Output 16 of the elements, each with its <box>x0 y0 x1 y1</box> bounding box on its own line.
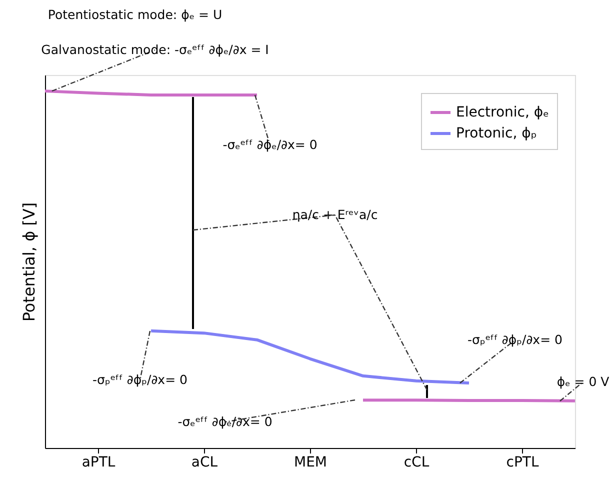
legend-label: Protonic, ϕₚ <box>456 126 537 142</box>
annotation: ηa/c + Eʳᵉᵛa/c <box>292 207 378 222</box>
annotation: -σₑᵉᶠᶠ ∂ϕₑ/∂x= 0 <box>222 137 318 152</box>
y-axis-title: Potential, ϕ [V] <box>20 202 38 322</box>
annotation: -σₚᵉᶠᶠ ∂ϕₚ/∂x= 0 <box>468 332 562 347</box>
text: Galvanostatic mode: -σₑᵉᶠᶠ ∂ϕₑ/∂x = I <box>41 42 269 57</box>
legend-label: Electronic, ϕₑ <box>456 104 549 120</box>
x-tick-label: cPTL <box>506 454 539 470</box>
x-tick-label: cCL <box>404 454 430 470</box>
annotation: ϕₑ = 0 V <box>556 374 610 389</box>
annotation: -σₑᵉᶠᶠ ∂ϕₑ/∂x= 0 <box>178 414 272 429</box>
text: Potentiostatic mode: ϕₑ = U <box>48 7 222 22</box>
x-tick-label: MEM <box>294 454 328 470</box>
x-tick-label: aCL <box>191 454 218 470</box>
annotation: -σₚᵉᶠᶠ ∂ϕₚ/∂x= 0 <box>92 372 188 387</box>
x-tick-label: aPTL <box>82 454 116 470</box>
